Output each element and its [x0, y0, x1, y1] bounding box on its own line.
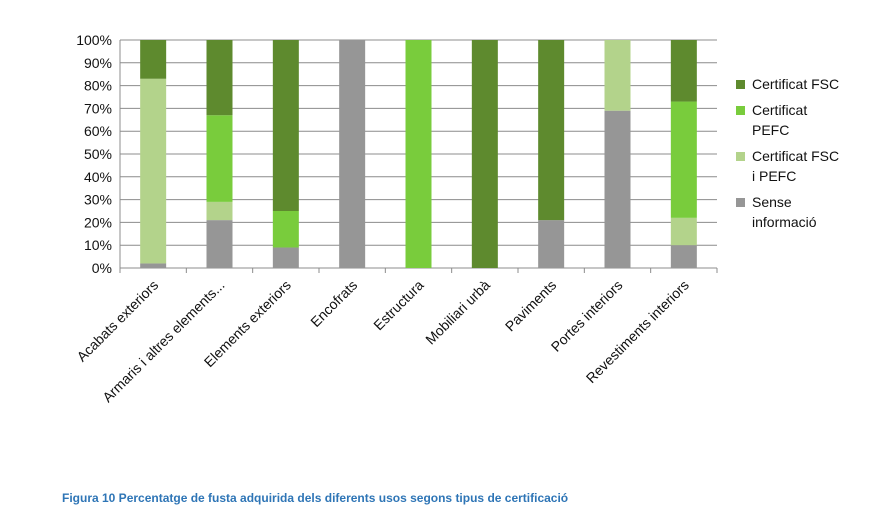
- bar-segment: [670, 40, 697, 102]
- y-tick-label: 100%: [76, 32, 112, 48]
- x-tick-label: Encofrats: [307, 277, 360, 330]
- x-tick-label: Estructura: [370, 277, 427, 334]
- bar-segment: [272, 40, 299, 211]
- y-tick-label: 30%: [84, 192, 112, 208]
- legend-item: Certificat FSC i PEFC: [736, 146, 876, 186]
- bar-segment: [140, 40, 167, 79]
- bar-segment: [670, 101, 697, 218]
- x-tick-label: Mobiliari urbà: [422, 277, 493, 348]
- y-tick-label: 10%: [84, 237, 112, 253]
- chart-plot: 0%10%20%30%40%50%60%70%80%90%100%Acabats…: [73, 32, 718, 405]
- bar-segment: [339, 40, 366, 268]
- legend-label: Certificat PEFC: [752, 102, 808, 138]
- bar-segment: [604, 40, 631, 111]
- legend-item: Certificat PEFC: [736, 100, 876, 140]
- legend-swatch: [736, 80, 745, 89]
- figure-caption: Figura 10 Percentatge de fusta adquirida…: [62, 491, 569, 505]
- bar-segment: [604, 110, 631, 269]
- x-tick-label: Paviments: [502, 277, 560, 335]
- bar-segment: [538, 220, 565, 268]
- y-tick-label: 60%: [84, 123, 112, 139]
- bar-segment: [206, 220, 233, 268]
- legend-label: Sense informació: [752, 194, 817, 230]
- legend-label: Certificat FSC i PEFC: [752, 148, 840, 184]
- bar-segment: [405, 40, 432, 268]
- bar-segment: [670, 245, 697, 268]
- bar-segment: [272, 247, 299, 268]
- bar-segment: [206, 40, 233, 116]
- y-tick-label: 20%: [84, 214, 112, 230]
- legend-item: Sense informació: [736, 192, 876, 232]
- bar-segment: [538, 40, 565, 221]
- chart-legend: Certificat FSC Certificat PEFC Certificat …: [736, 74, 876, 238]
- legend-swatch: [736, 106, 745, 115]
- x-tick-label: Armaris i altres elements...: [99, 277, 227, 405]
- bar-segment: [140, 263, 167, 268]
- legend-swatch: [736, 152, 745, 161]
- y-tick-label: 40%: [84, 169, 112, 185]
- bar-segment: [206, 115, 233, 202]
- y-tick-label: 90%: [84, 55, 112, 71]
- y-tick-label: 80%: [84, 78, 112, 94]
- y-tick-label: 0%: [92, 260, 112, 276]
- legend-item: Certificat FSC: [736, 74, 876, 94]
- y-tick-label: 50%: [84, 146, 112, 162]
- bar-segment: [140, 78, 167, 264]
- bar-segment: [206, 201, 233, 221]
- bar-segment: [471, 40, 498, 268]
- bar-segment: [272, 211, 299, 248]
- bar-segment: [670, 217, 697, 246]
- legend-label: Certificat FSC: [752, 76, 840, 92]
- legend-swatch: [736, 198, 745, 207]
- y-tick-label: 70%: [84, 100, 112, 116]
